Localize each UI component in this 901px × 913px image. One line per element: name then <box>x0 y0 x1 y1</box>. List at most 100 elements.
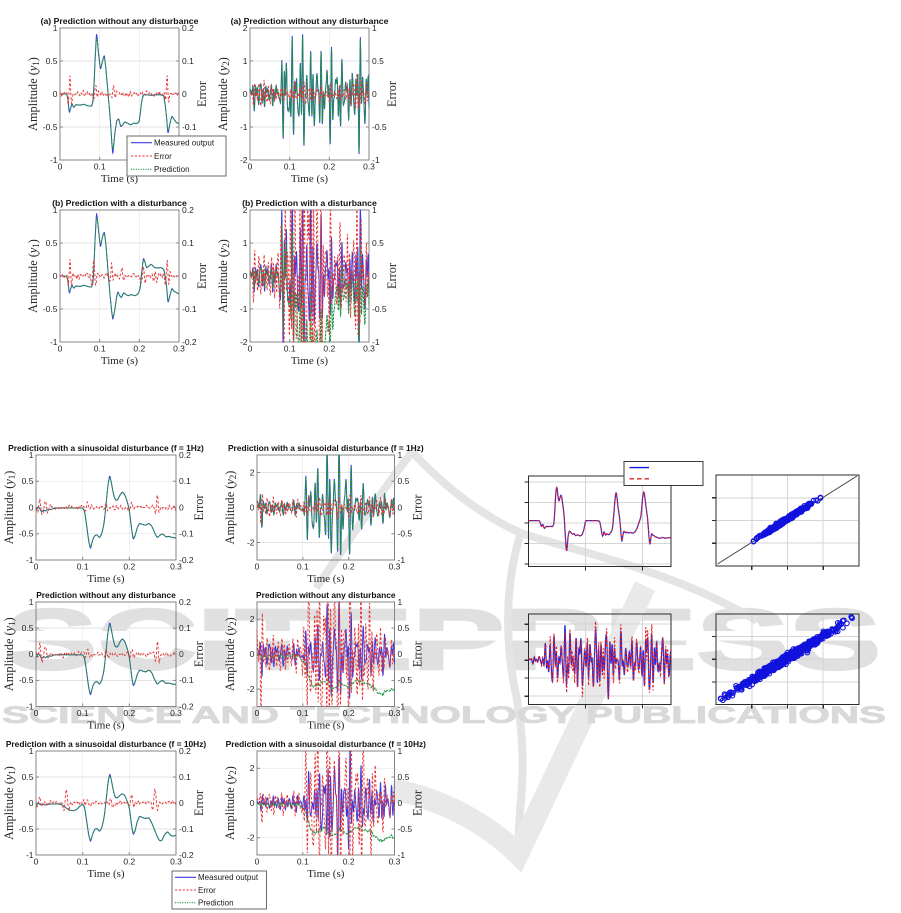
svg-text:-0.5: -0.5 <box>398 824 413 834</box>
svg-text:-0.2: -0.2 <box>179 555 194 565</box>
svg-text:-1: -1 <box>240 122 248 132</box>
svg-text:Time (s): Time (s) <box>307 573 345 585</box>
svg-text:2: 2 <box>250 763 255 773</box>
svg-text:0: 0 <box>58 344 63 354</box>
svg-text:1: 1 <box>372 205 377 215</box>
svg-text:0.3: 0.3 <box>170 562 182 572</box>
svg-text:0.5: 0.5 <box>398 476 410 486</box>
svg-text:Error: Error <box>411 641 425 667</box>
svg-text:Error: Error <box>385 81 399 107</box>
svg-text:0: 0 <box>398 502 403 512</box>
svg-text:1: 1 <box>29 746 34 756</box>
svg-text:0.3: 0.3 <box>173 344 185 354</box>
svg-text:-1: -1 <box>398 701 406 711</box>
svg-text:0.1: 0.1 <box>182 238 194 248</box>
svg-text:1: 1 <box>243 56 248 66</box>
svg-text:0: 0 <box>58 162 63 172</box>
svg-text:1: 1 <box>372 23 377 33</box>
svg-text:(a) Prediction without any dis: (a) Prediction without any disturbance <box>231 16 389 26</box>
svg-text:Prediction with a sinusoidal d: Prediction with a sinusoidal disturbance… <box>228 443 424 453</box>
svg-text:0.2: 0.2 <box>343 857 355 867</box>
svg-text:0.2: 0.2 <box>323 162 335 172</box>
svg-text:-0.5: -0.5 <box>19 529 34 539</box>
svg-text:0.5: 0.5 <box>22 623 34 633</box>
svg-text:-0.5: -0.5 <box>43 304 58 314</box>
svg-text:0.2: 0.2 <box>133 344 145 354</box>
svg-text:Error: Error <box>385 263 399 289</box>
svg-text:0.5: 0.5 <box>46 56 58 66</box>
svg-text:0: 0 <box>248 344 253 354</box>
svg-text:0.1: 0.1 <box>297 708 309 718</box>
svg-text:0.5: 0.5 <box>372 238 384 248</box>
svg-text:0.2: 0.2 <box>123 708 135 718</box>
svg-text:2: 2 <box>243 23 248 33</box>
svg-text:0: 0 <box>398 649 403 659</box>
svg-text:0: 0 <box>398 798 403 808</box>
svg-text:(b) Prediction with a disturba: (b) Prediction with a disturbance <box>52 198 187 208</box>
svg-text:0.5: 0.5 <box>22 476 34 486</box>
svg-text:Error: Error <box>411 495 425 521</box>
svg-text:Amplitude (y2): Amplitude (y2) <box>223 617 238 691</box>
svg-text:0: 0 <box>250 502 255 512</box>
svg-text:-1: -1 <box>26 850 34 860</box>
svg-text:Prediction without any disturb: Prediction without any disturbance <box>256 590 396 600</box>
svg-text:0.5: 0.5 <box>372 56 384 66</box>
svg-text:-1: -1 <box>50 337 58 347</box>
svg-text:0.1: 0.1 <box>297 562 309 572</box>
svg-text:-0.2: -0.2 <box>182 337 197 347</box>
svg-text:0.1: 0.1 <box>77 708 89 718</box>
svg-text:0.1: 0.1 <box>94 344 106 354</box>
svg-text:1: 1 <box>243 238 248 248</box>
svg-text:-1: -1 <box>240 304 248 314</box>
svg-text:0: 0 <box>255 708 260 718</box>
svg-text:0.2: 0.2 <box>123 562 135 572</box>
svg-text:Amplitude (y1): Amplitude (y1) <box>2 471 17 545</box>
svg-text:0: 0 <box>250 649 255 659</box>
svg-text:0.2: 0.2 <box>179 746 191 756</box>
svg-text:0: 0 <box>248 162 253 172</box>
svg-text:-1: -1 <box>372 155 380 165</box>
svg-text:-0.2: -0.2 <box>179 850 194 860</box>
svg-text:0.2: 0.2 <box>343 562 355 572</box>
svg-text:0.1: 0.1 <box>94 162 106 172</box>
svg-text:Measured output: Measured output <box>198 873 259 882</box>
svg-text:0: 0 <box>179 798 184 808</box>
svg-text:-0.1: -0.1 <box>179 529 194 539</box>
svg-text:0.3: 0.3 <box>363 162 375 172</box>
svg-text:Time (s): Time (s) <box>87 868 125 880</box>
svg-text:0: 0 <box>34 857 39 867</box>
svg-text:0: 0 <box>372 89 377 99</box>
svg-text:-0.5: -0.5 <box>43 122 58 132</box>
svg-text:0.3: 0.3 <box>389 857 401 867</box>
svg-text:0.1: 0.1 <box>182 56 194 66</box>
svg-text:-0.2: -0.2 <box>179 701 194 711</box>
svg-text:0: 0 <box>34 562 39 572</box>
svg-text:0: 0 <box>250 798 255 808</box>
svg-text:-2: -2 <box>247 537 255 547</box>
svg-text:Time (s): Time (s) <box>291 355 329 367</box>
svg-text:0.3: 0.3 <box>170 857 182 867</box>
svg-text:Prediction with a sinusoidal d: Prediction with a sinusoidal disturbance… <box>6 739 207 749</box>
svg-text:Amplitude (y1): Amplitude (y1) <box>2 617 17 691</box>
svg-text:-0.1: -0.1 <box>182 122 197 132</box>
svg-text:Prediction with a sinusoidal d: Prediction with a sinusoidal disturbance… <box>226 739 427 749</box>
svg-text:0.5: 0.5 <box>46 238 58 248</box>
svg-text:0: 0 <box>243 89 248 99</box>
svg-text:Error: Error <box>195 81 209 107</box>
svg-text:-2: -2 <box>240 155 248 165</box>
svg-text:0.1: 0.1 <box>179 476 191 486</box>
svg-text:-1: -1 <box>50 155 58 165</box>
svg-text:-2: -2 <box>247 684 255 694</box>
svg-text:0.2: 0.2 <box>182 205 194 215</box>
svg-text:2: 2 <box>250 467 255 477</box>
svg-text:Amplitude (y2): Amplitude (y2) <box>223 471 238 545</box>
svg-text:Time (s): Time (s) <box>87 573 125 585</box>
svg-text:1: 1 <box>398 450 403 460</box>
svg-text:Prediction: Prediction <box>154 165 190 174</box>
svg-text:(a) Prediction without any dis: (a) Prediction without any disturbance <box>41 16 199 26</box>
svg-text:1: 1 <box>398 746 403 756</box>
svg-text:0.1: 0.1 <box>77 857 89 867</box>
svg-text:Error: Error <box>192 641 206 667</box>
svg-text:Prediction with a sinusoidal d: Prediction with a sinusoidal disturbance… <box>8 443 204 453</box>
svg-text:-1: -1 <box>398 850 406 860</box>
